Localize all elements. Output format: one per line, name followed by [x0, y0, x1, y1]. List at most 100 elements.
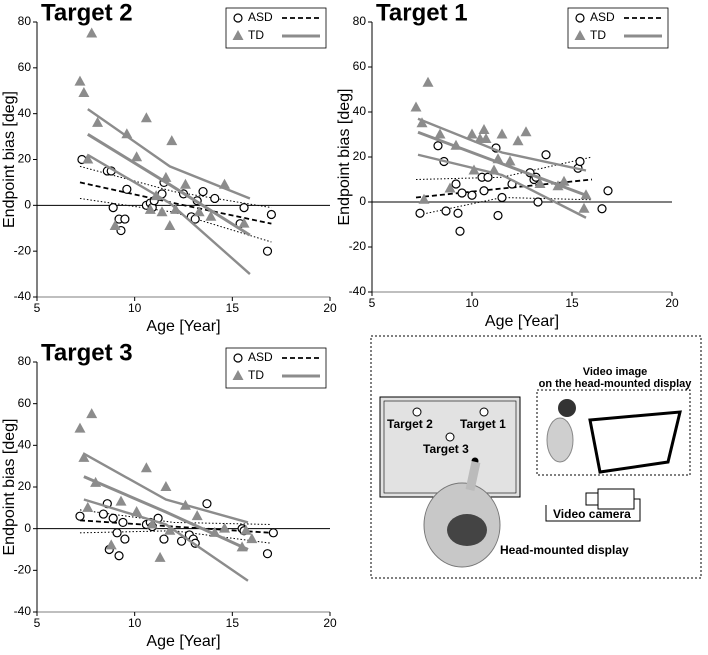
td-point	[179, 499, 191, 510]
asd-point	[198, 186, 208, 197]
asd-point	[497, 192, 507, 203]
asd-point	[541, 150, 551, 160]
td-point	[238, 217, 250, 228]
td-point	[468, 164, 480, 175]
td-point	[115, 495, 127, 506]
y-axis-label: Endpoint bias [deg]	[1, 419, 18, 556]
chart-title: Target 2	[41, 0, 133, 26]
x-tick-label: 20	[323, 301, 337, 315]
asd-point	[159, 534, 169, 544]
td-point	[496, 128, 508, 139]
x-tick-label: 5	[369, 296, 376, 310]
asd-point	[575, 156, 585, 167]
td-point	[92, 116, 104, 127]
legend-label: TD	[590, 28, 606, 42]
regression-line	[83, 475, 249, 551]
y-tick-label: 40	[18, 106, 32, 120]
x-tick-label: 15	[226, 301, 240, 315]
y-axis-label: Endpoint bias [deg]	[336, 89, 353, 226]
td-point	[418, 193, 430, 204]
asd-point	[98, 509, 109, 519]
asd-point	[266, 209, 276, 220]
td-point	[434, 128, 446, 139]
asd-point	[112, 528, 122, 538]
asd-point	[114, 551, 124, 561]
y-tick-label: -40	[349, 284, 367, 298]
td-point	[410, 101, 422, 112]
td-point	[82, 153, 94, 164]
x-tick-label: 20	[323, 616, 337, 630]
asd-point	[493, 210, 503, 221]
y-tick-label: -40	[14, 289, 32, 303]
target-1-label: Target 1	[460, 417, 506, 431]
asd-point	[575, 13, 585, 23]
asd-point	[210, 193, 220, 204]
y-tick-label: -40	[14, 604, 32, 618]
video-person	[546, 417, 574, 463]
td-point	[82, 501, 94, 512]
y-tick-label: 60	[18, 396, 32, 410]
asd-point	[120, 534, 130, 544]
confidence-band	[417, 117, 587, 172]
td-point	[86, 408, 98, 419]
td-point	[578, 202, 590, 213]
asd-point	[479, 186, 489, 196]
asd-point	[233, 13, 243, 23]
td-point	[478, 124, 490, 134]
target-3-dot	[445, 432, 455, 442]
td-point	[416, 117, 428, 128]
td-point	[466, 128, 478, 139]
asd-point	[441, 206, 451, 216]
asd-point	[239, 203, 249, 213]
asd-point	[268, 528, 278, 538]
chart-panel: -40 -20 0 20 40 60 80 5 10 15 20 Target 3 Age [Year]…	[1, 339, 337, 650]
asd-point	[603, 186, 613, 196]
td-point	[150, 190, 162, 201]
asd-point	[433, 141, 443, 151]
asd-point	[483, 172, 493, 182]
td-point	[74, 75, 86, 86]
chart-title: Target 1	[376, 0, 468, 26]
asd-point	[233, 353, 243, 363]
asd-point	[122, 184, 132, 194]
regression-line	[79, 181, 272, 225]
td-point	[109, 219, 121, 230]
y-tick-label: 0	[24, 198, 31, 212]
screen	[379, 396, 521, 498]
td-point	[534, 178, 546, 188]
legend-label: TD	[248, 28, 264, 42]
td-point	[144, 203, 156, 214]
td-point	[170, 203, 182, 214]
td-point	[131, 151, 143, 162]
td-point	[160, 171, 172, 182]
target-2-label: Target 2	[387, 417, 433, 431]
td-point	[219, 178, 231, 189]
td-point	[86, 27, 98, 38]
y-tick-label: 60	[353, 59, 367, 73]
td-point	[504, 155, 516, 166]
y-tick-label: -20	[349, 239, 367, 253]
confidence-band	[83, 498, 249, 582]
target-3-label: Target 3	[423, 442, 469, 456]
video-hmd	[558, 399, 576, 417]
subject-arm	[465, 461, 481, 491]
td-point	[512, 135, 524, 146]
x-tick-label: 20	[665, 296, 679, 310]
td-point	[246, 533, 258, 544]
y-axis-label: Endpoint bias [deg]	[1, 91, 18, 228]
td-point	[140, 112, 152, 123]
td-point	[205, 210, 217, 221]
asd-point	[108, 203, 118, 213]
td-point	[558, 175, 570, 186]
td-point	[219, 522, 231, 533]
asd-point	[108, 513, 118, 523]
td-point	[154, 551, 166, 562]
asd-point	[120, 214, 130, 224]
td-point	[450, 139, 462, 150]
asd-point	[597, 204, 607, 214]
td-point	[74, 422, 86, 433]
x-tick-label: 5	[34, 301, 41, 315]
asd-point	[533, 197, 543, 207]
confidence-band	[83, 452, 249, 524]
y-tick-label: 60	[18, 60, 32, 74]
